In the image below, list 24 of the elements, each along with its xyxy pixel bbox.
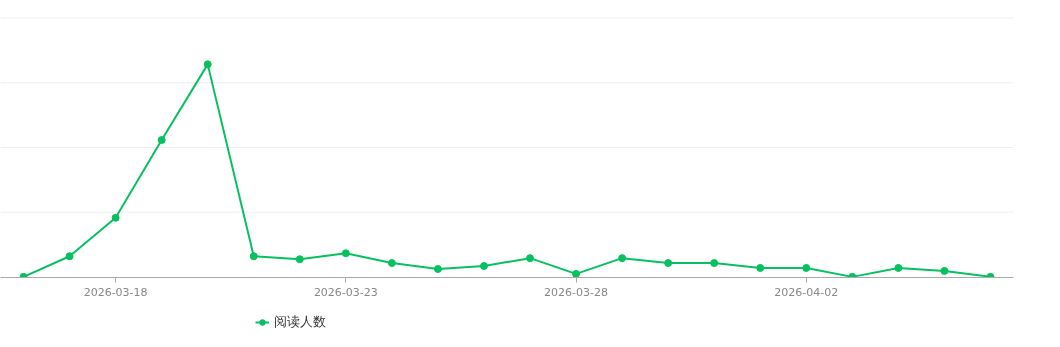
- point: [802, 263, 811, 272]
- point: [203, 60, 212, 69]
- point: [111, 213, 120, 222]
- point: [572, 269, 581, 278]
- x-tick-label: 2026-03-28: [544, 285, 609, 299]
- point: [618, 254, 627, 263]
- point: [710, 259, 719, 268]
- legend-label: 阅读人数: [274, 313, 326, 331]
- point: [940, 266, 949, 275]
- point: [65, 252, 74, 261]
- point: [479, 262, 488, 271]
- x-tick-label: 2026-03-23: [313, 285, 378, 299]
- point: [341, 249, 350, 258]
- point: [756, 263, 765, 272]
- point: [387, 259, 396, 268]
- x-tick-label: 2026-04-02: [774, 285, 839, 299]
- x-tick-label: 2026-03-18: [83, 285, 148, 299]
- point: [894, 263, 903, 272]
- point: [526, 254, 535, 263]
- point: [433, 265, 442, 273]
- point: [295, 255, 304, 264]
- point: [249, 252, 258, 261]
- point: [664, 259, 673, 268]
- point: [157, 136, 166, 145]
